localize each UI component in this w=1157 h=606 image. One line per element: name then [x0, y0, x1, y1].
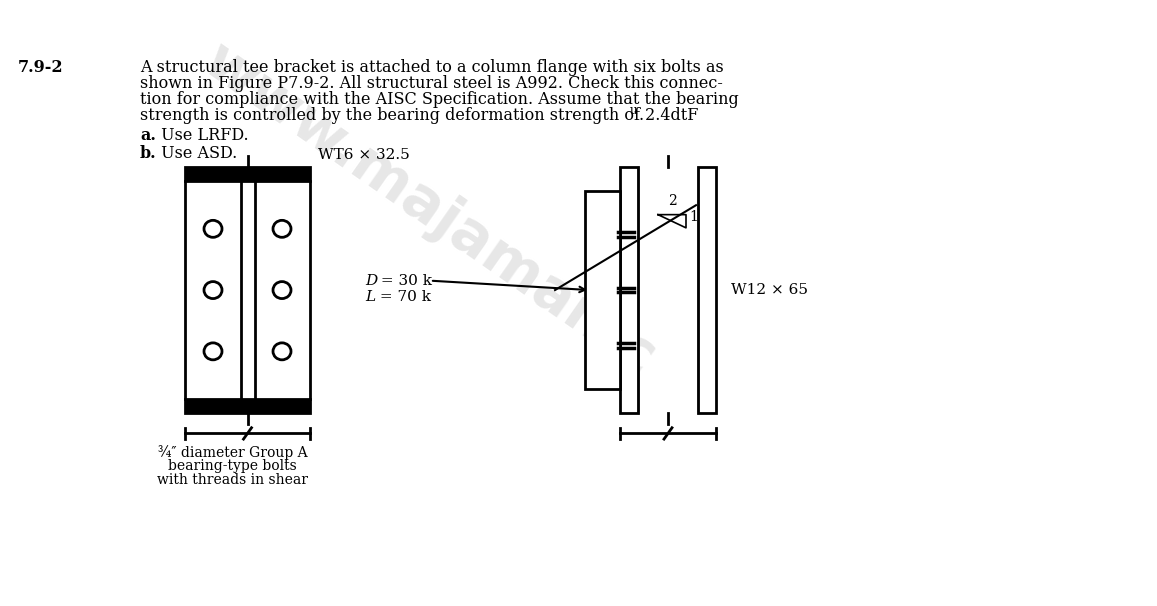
Text: ¾″ diameter Group A: ¾″ diameter Group A — [157, 445, 308, 459]
Text: L: L — [364, 290, 375, 304]
Text: with threads in shear: with threads in shear — [157, 473, 308, 487]
Text: = 30 k: = 30 k — [376, 274, 432, 288]
Text: Use ASD.: Use ASD. — [156, 145, 237, 162]
Text: 2: 2 — [668, 194, 677, 208]
Text: bearing-type bolts: bearing-type bolts — [168, 459, 297, 473]
Bar — [620, 167, 638, 413]
Circle shape — [273, 282, 292, 299]
Bar — [585, 191, 620, 389]
Circle shape — [273, 221, 292, 238]
Bar — [698, 167, 716, 413]
Text: b.: b. — [140, 145, 156, 162]
Bar — [185, 167, 310, 181]
Circle shape — [204, 343, 222, 360]
Bar — [185, 399, 310, 413]
Text: 1: 1 — [690, 210, 698, 224]
Text: Use LRFD.: Use LRFD. — [156, 127, 249, 144]
Text: strength is controlled by the bearing deformation strength of 2.4dtF: strength is controlled by the bearing de… — [140, 107, 699, 124]
Text: W12 × 65: W12 × 65 — [731, 283, 808, 297]
Text: tion for compliance with the AISC Specification. Assume that the bearing: tion for compliance with the AISC Specif… — [140, 91, 739, 108]
Text: www.majaman.c: www.majaman.c — [193, 32, 666, 388]
Circle shape — [204, 282, 222, 299]
Text: WT6 × 32.5: WT6 × 32.5 — [318, 148, 410, 162]
Text: = 70 k: = 70 k — [375, 290, 432, 304]
Text: A structural tee bracket is attached to a column flange with six bolts as: A structural tee bracket is attached to … — [140, 59, 724, 76]
Text: u: u — [631, 104, 638, 118]
Circle shape — [273, 343, 292, 360]
Circle shape — [204, 221, 222, 238]
Text: D: D — [364, 274, 377, 288]
Text: 7.9-2: 7.9-2 — [19, 59, 64, 76]
Text: a.: a. — [140, 127, 156, 144]
Text: shown in Figure P7.9-2. All structural steel is A992. Check this connec-: shown in Figure P7.9-2. All structural s… — [140, 75, 723, 92]
Text: .: . — [639, 107, 644, 124]
Bar — [185, 181, 310, 399]
